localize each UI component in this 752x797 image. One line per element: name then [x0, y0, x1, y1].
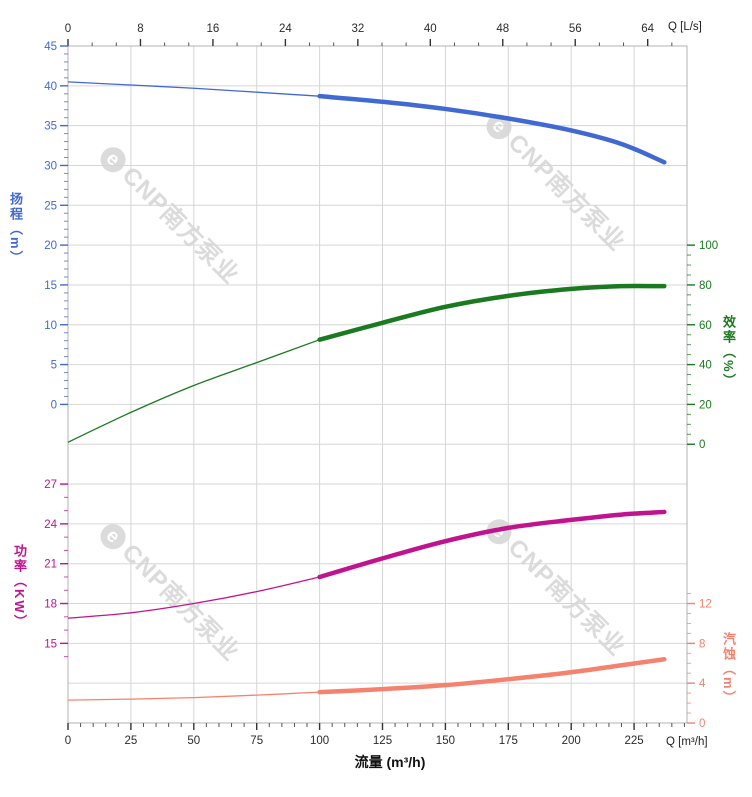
flow-axis-title: 流量 (m³/h): [354, 754, 426, 770]
efficiency-curve: [67, 283, 667, 443]
svg-text:25: 25: [125, 735, 138, 747]
svg-text:225: 225: [625, 735, 644, 747]
svg-text:64: 64: [641, 23, 654, 35]
svg-text:8: 8: [137, 23, 143, 35]
svg-text:12: 12: [699, 599, 712, 611]
svg-text:175: 175: [499, 735, 518, 747]
svg-text:18: 18: [44, 599, 57, 611]
top-axis: 0 8 16 24 32 40 48 56 64: [65, 23, 673, 46]
svg-text:8: 8: [699, 638, 705, 650]
head-curve: [67, 81, 667, 165]
svg-text:25: 25: [44, 200, 57, 212]
svg-text:40: 40: [44, 81, 57, 93]
svg-text:20: 20: [44, 240, 57, 252]
svg-text:48: 48: [496, 23, 509, 35]
svg-text:10: 10: [44, 320, 57, 332]
svg-text:35: 35: [44, 121, 57, 133]
svg-text:45: 45: [44, 41, 57, 53]
svg-text:4: 4: [699, 678, 706, 690]
svg-text:0: 0: [699, 439, 705, 451]
svg-text:15: 15: [44, 638, 57, 650]
bottom-axis-unit-label: Q [m³/h]: [666, 736, 708, 748]
svg-text:100: 100: [699, 240, 718, 252]
svg-text:0: 0: [51, 399, 57, 411]
top-axis-unit-label: Q [L/s]: [668, 21, 702, 33]
svg-text:16: 16: [207, 23, 220, 35]
svg-text:60: 60: [699, 320, 712, 332]
svg-text:27: 27: [44, 479, 57, 491]
power-axis-title: 功率（KW）: [12, 544, 27, 630]
svg-text:150: 150: [436, 735, 455, 747]
svg-text:50: 50: [187, 735, 200, 747]
svg-text:20: 20: [699, 399, 712, 411]
head-axis-title: 扬程（m）: [8, 192, 23, 266]
svg-text:24: 24: [44, 519, 57, 531]
svg-text:30: 30: [44, 160, 57, 172]
svg-text:100: 100: [310, 735, 329, 747]
head-axis: 45 40 35 30 25 20 15 10 5 0: [44, 41, 68, 411]
svg-text:75: 75: [250, 735, 263, 747]
svg-text:0: 0: [65, 735, 71, 747]
svg-text:32: 32: [351, 23, 364, 35]
svg-text:40: 40: [424, 23, 437, 35]
svg-text:0: 0: [65, 23, 71, 35]
npsh-curve: [67, 657, 667, 701]
svg-text:0: 0: [699, 718, 705, 730]
eff-axis: 100 80 60 40 20 0: [687, 240, 718, 451]
bottom-axis: 0 25 50 75 100 125 150 175 200 225: [65, 722, 685, 747]
svg-text:56: 56: [569, 23, 582, 35]
grid-lines: [67, 45, 688, 724]
svg-text:15: 15: [44, 280, 57, 292]
svg-text:21: 21: [44, 559, 57, 571]
svg-text:125: 125: [373, 735, 392, 747]
svg-text:24: 24: [279, 23, 292, 35]
power-axis: 27 24 21 18 15: [44, 479, 68, 658]
efficiency-axis-title: 效率（%）: [721, 315, 736, 389]
npsh-axis: 12 8 4 0: [687, 593, 712, 730]
power-curve: [67, 509, 667, 619]
svg-text:40: 40: [699, 360, 712, 372]
svg-text:5: 5: [51, 360, 57, 372]
svg-text:80: 80: [699, 280, 712, 292]
npsh-axis-title: 汽蚀（m）: [721, 632, 736, 706]
svg-text:200: 200: [562, 735, 581, 747]
